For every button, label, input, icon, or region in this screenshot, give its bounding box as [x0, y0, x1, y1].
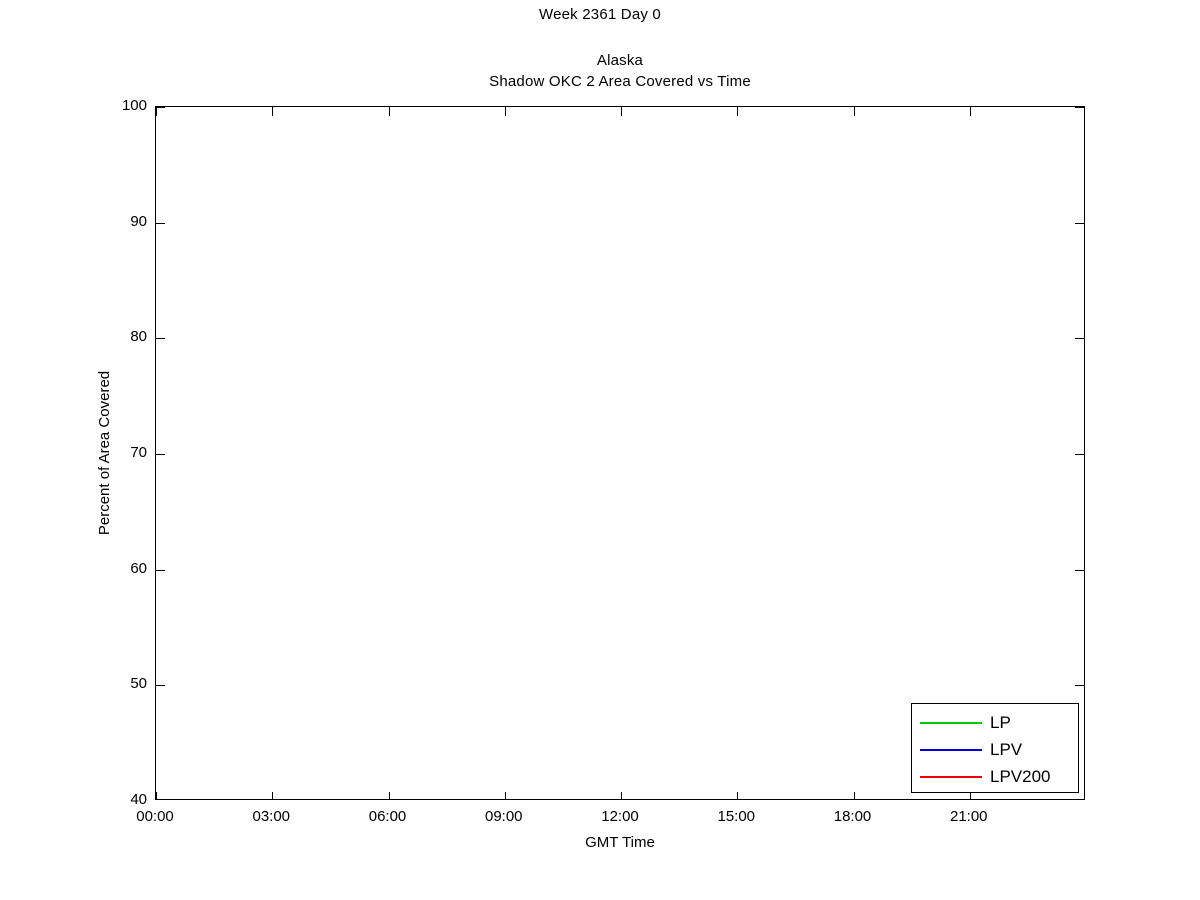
x-axis-tick-top	[504, 107, 506, 116]
y-axis-tick	[156, 569, 165, 571]
x-axis-tick	[156, 792, 157, 799]
chart-subtitle: Shadow OKC 2 Area Covered vs Time	[489, 73, 751, 90]
x-axis-tick-top	[272, 107, 274, 116]
x-axis-tick-label: 21:00	[949, 808, 988, 825]
legend-label-lpv: LPV	[990, 740, 1023, 759]
x-axis-tick-label: 12:00	[601, 808, 639, 825]
plot-inner	[156, 107, 1084, 799]
legend-label-lp: LP	[990, 713, 1011, 732]
legend-item-lpv200[interactable]: LPV200	[912, 764, 1078, 790]
plot-area	[155, 106, 1085, 800]
x-axis-tick-label: 03:00	[252, 808, 291, 825]
x-axis-tick	[504, 792, 506, 799]
y-axis-tick-label: 60	[130, 559, 147, 577]
x-axis-tick-label: 00:00	[136, 808, 174, 825]
y-axis-tick	[156, 107, 165, 108]
x-axis-label: GMT Time	[585, 834, 655, 851]
y-axis-tick	[156, 222, 165, 224]
y-axis-tick-label: 80	[130, 328, 147, 346]
y-axis-tick-right	[1075, 107, 1084, 108]
x-axis-tick-top	[969, 107, 971, 116]
legend-label-lpv200: LPV200	[990, 767, 1051, 786]
x-axis-tick-top	[737, 107, 739, 116]
y-axis-tick-label: 70	[130, 444, 147, 461]
x-axis-tick-top	[621, 107, 622, 116]
x-axis-tick	[388, 792, 390, 799]
x-axis-tick-top	[156, 107, 157, 116]
x-axis-tick	[969, 792, 971, 799]
y-axis-tick-right	[1075, 569, 1084, 571]
y-axis-label: Percent of Area Covered	[96, 370, 113, 536]
data-series-layer	[156, 107, 1084, 799]
figure-suptitle: Week 2361 Day 0	[539, 6, 661, 23]
x-axis-tick	[853, 792, 855, 799]
x-axis-tick-top	[388, 107, 390, 116]
y-axis-tick-right	[1075, 338, 1084, 340]
legend-swatch-lpv200	[920, 776, 982, 778]
y-axis-tick	[156, 338, 165, 340]
x-axis-tick	[737, 792, 739, 799]
y-axis-tick-label: 40	[130, 791, 147, 808]
legend-swatch-lp	[920, 722, 982, 724]
y-axis-tick-right	[1075, 454, 1084, 455]
legend-swatch-lpv	[920, 749, 982, 751]
x-axis-tick-label: 15:00	[717, 808, 756, 825]
y-axis-tick-label: 50	[130, 675, 147, 693]
y-axis-tick-right	[1075, 222, 1084, 224]
y-axis-tick	[156, 685, 165, 687]
series-svg	[156, 107, 1084, 799]
x-axis-tick-label: 09:00	[484, 808, 523, 825]
y-axis-tick-label: 90	[130, 212, 147, 230]
y-axis-tick-label: 100	[121, 97, 147, 114]
chart-title: Alaska	[596, 52, 644, 69]
x-axis-tick-top	[853, 107, 855, 116]
x-axis-tick-label: 06:00	[368, 808, 407, 825]
legend-item-lp[interactable]: LP	[912, 710, 1078, 736]
y-axis-tick-right	[1075, 685, 1084, 687]
chart-legend[interactable]: LP LPV LPV200	[911, 703, 1079, 793]
y-axis-tick	[156, 454, 165, 455]
legend-item-lpv[interactable]: LPV	[912, 737, 1078, 763]
x-axis-tick	[621, 792, 622, 799]
chart-title-block: Alaska Shadow OKC 2 Area Covered vs Time	[155, 50, 1085, 92]
x-axis-tick	[272, 792, 274, 799]
x-axis-tick-label: 18:00	[833, 808, 872, 825]
